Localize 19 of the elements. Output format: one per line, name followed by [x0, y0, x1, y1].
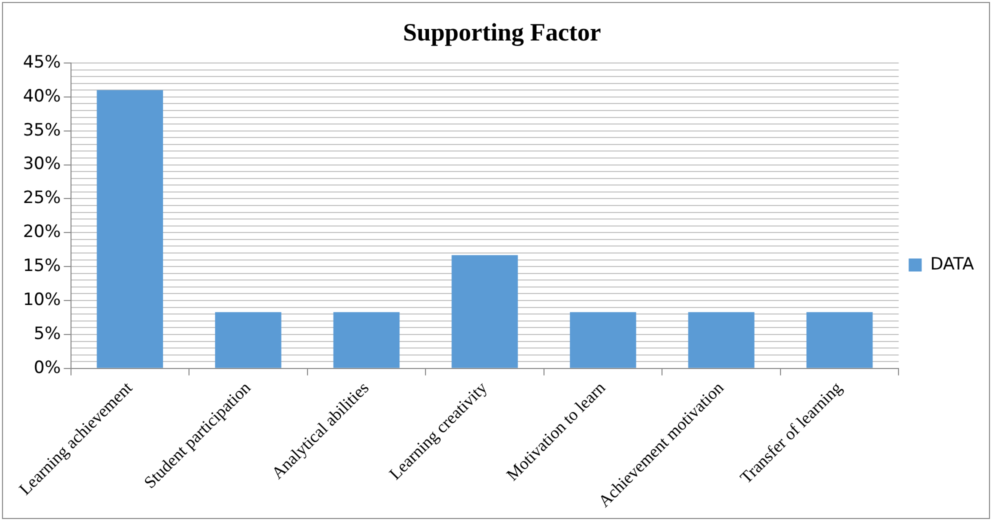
- y-tick-label: 20%: [22, 222, 61, 242]
- bar: [215, 312, 282, 368]
- bar: [452, 255, 518, 368]
- y-tick-label: 0%: [34, 358, 61, 378]
- bar: [688, 312, 754, 368]
- y-tick-label: 45%: [22, 52, 61, 72]
- y-tick-label: 40%: [22, 86, 61, 106]
- y-tick-label: 25%: [22, 188, 61, 208]
- y-tick-label: 30%: [22, 154, 61, 174]
- bar: [806, 312, 873, 368]
- y-tick-label: 10%: [22, 290, 61, 310]
- bar: [96, 90, 164, 368]
- y-tick-label: 5%: [34, 324, 61, 344]
- legend-label: DATA: [930, 254, 974, 274]
- y-tick-label: 15%: [22, 256, 61, 276]
- bar: [333, 312, 400, 368]
- chart-title: Supporting Factor: [403, 19, 601, 46]
- y-tick-label: 35%: [22, 120, 61, 140]
- bar: [570, 312, 636, 368]
